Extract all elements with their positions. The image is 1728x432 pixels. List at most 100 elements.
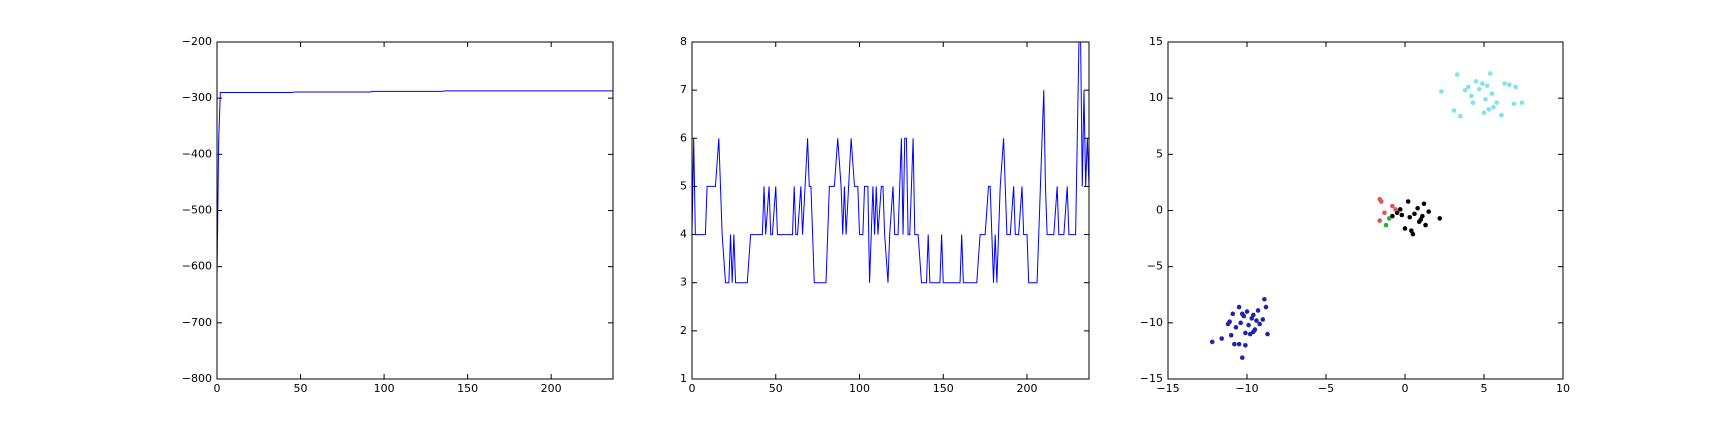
scatter-point (1393, 207, 1398, 212)
scatter-point (1239, 311, 1245, 317)
x-tick-label: 150 (933, 382, 954, 395)
axes-frame (216, 41, 614, 380)
x-tick-label: 50 (769, 382, 783, 395)
plot-area (217, 42, 613, 379)
scatter-point (1383, 222, 1389, 228)
scatter-point (1470, 100, 1476, 105)
scatter-point (1243, 343, 1248, 348)
y-tick-label: 0 (1156, 204, 1163, 217)
y-tick-label: −5 (1147, 260, 1163, 273)
x-tick-label: 50 (294, 382, 308, 395)
scatter-point (1246, 322, 1251, 328)
scatter-point (1454, 72, 1460, 77)
y-tick-label: 7 (680, 83, 687, 96)
subplot: −15 −10 −5 0 5 10 −15 −10 −5 0 5 10 15 (1140, 35, 1570, 395)
y-tick-label: 2 (680, 324, 687, 337)
scatter-point (1382, 210, 1387, 216)
scatter-point (1484, 83, 1490, 89)
scatter-point (1481, 110, 1487, 116)
y-tick-label: 10 (1149, 91, 1163, 104)
x-tick-label: 200 (541, 382, 562, 395)
scatter-point (1251, 329, 1256, 335)
y-tick-label: 5 (680, 179, 687, 192)
axes-frame (1167, 41, 1564, 380)
x-tick-label: 100 (849, 382, 870, 395)
x-tick-label: 0 (1402, 382, 1409, 395)
y-tick-label: −600 (182, 260, 212, 273)
scatter-point (1219, 336, 1225, 341)
y-tick-label: 4 (680, 228, 687, 241)
scatter-point (1465, 84, 1471, 90)
x-tick-label: 100 (374, 382, 395, 395)
scatter-point (1519, 100, 1525, 105)
y-tick-label: −700 (182, 316, 212, 329)
scatter-point (1209, 339, 1215, 345)
scatter-point (1469, 93, 1474, 99)
subplot: 0 50 100 150 200 −800 −700 −600 −500 −400 −300 −200 (182, 35, 614, 395)
scatter-point (1480, 81, 1485, 86)
scatter-point (1251, 312, 1256, 318)
scatter-point (1437, 216, 1443, 221)
scatter-point (1426, 209, 1431, 214)
y-tick-label: −800 (182, 372, 212, 385)
scatter-point (1415, 205, 1420, 211)
scatter-point (1483, 96, 1488, 102)
scatter-point (1254, 318, 1259, 323)
scatter-point (1486, 107, 1492, 112)
x-tick-label: 200 (1017, 382, 1038, 395)
scatter-point (1390, 203, 1395, 209)
scatter-point (1402, 226, 1408, 231)
scatter-point (1397, 207, 1403, 212)
scatter-point (1439, 89, 1444, 94)
scatter-point (1494, 100, 1499, 105)
x-tick-label: −5 (1318, 382, 1334, 395)
line (216, 90, 613, 278)
y-tick-label: −15 (1140, 372, 1163, 385)
scatter-point (1238, 320, 1243, 326)
axes-frame (691, 41, 1090, 380)
line (691, 41, 1090, 284)
x-tick-label: 5 (1481, 382, 1488, 395)
y-tick-label: −400 (182, 147, 212, 160)
scatter-point (1458, 113, 1463, 119)
scatter-point (1473, 79, 1479, 84)
y-tick-label: −200 (182, 35, 212, 48)
scatter-point (1499, 112, 1504, 118)
scatter-point (1418, 217, 1424, 222)
scatter-point (1462, 88, 1468, 93)
scatter-point (1379, 199, 1384, 204)
scatter-point (1230, 311, 1236, 317)
scatter-point (1243, 330, 1248, 336)
subplot: 0 50 100 150 200 1 2 3 4 5 6 7 8 (680, 35, 1090, 395)
scatter-point (1502, 81, 1507, 86)
scatter-point (1260, 317, 1266, 322)
scatter-point (1236, 341, 1242, 347)
scatter-point (1407, 214, 1413, 220)
scatter-point (1228, 332, 1234, 338)
y-tick-label: 6 (680, 131, 687, 144)
scatter-point (1265, 331, 1270, 337)
scatter-point (1405, 199, 1411, 204)
scatter-point (1423, 222, 1428, 228)
x-tick-label: 0 (689, 382, 696, 395)
scatter-point (1476, 86, 1482, 92)
scatter-point (1257, 321, 1262, 327)
y-tick-label: −500 (182, 204, 212, 217)
x-tick-label: 10 (1556, 382, 1570, 395)
plot-area (1168, 42, 1563, 379)
scatter-point (1227, 319, 1232, 325)
y-tick-label: 1 (680, 372, 687, 385)
scatter-point (1421, 201, 1427, 207)
scatter-point (1513, 84, 1518, 90)
scatter-point (1263, 304, 1269, 310)
x-tick-label: −10 (1235, 382, 1258, 395)
x-tick-label: −15 (1156, 382, 1179, 395)
x-tick-label: 0 (214, 382, 221, 395)
scatter-point (1506, 82, 1512, 87)
y-tick-label: 5 (1156, 147, 1163, 160)
scatter-point (1239, 355, 1245, 360)
scatter-point (1386, 216, 1392, 221)
scatter-point (1409, 228, 1414, 234)
